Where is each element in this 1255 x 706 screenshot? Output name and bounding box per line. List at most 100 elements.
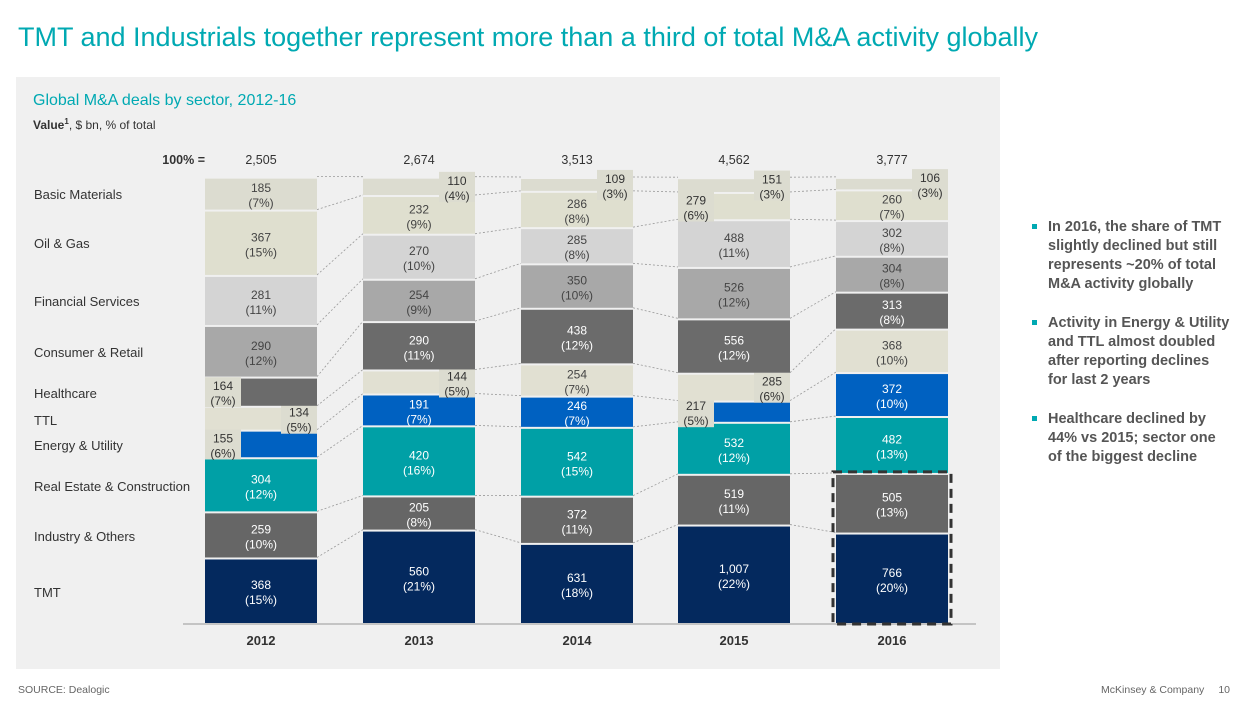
bar-percent-label: (15%)	[245, 245, 277, 259]
bar-percent-label: (7%)	[564, 414, 589, 428]
connector-line	[632, 307, 679, 319]
connector-line	[632, 218, 679, 228]
bar-value-label: 191	[409, 397, 429, 411]
connector-line	[474, 190, 522, 196]
bar-value-label: 254	[409, 288, 429, 302]
bar-percent-label: (11%)	[718, 246, 749, 260]
bar-percent-label: (16%)	[403, 463, 435, 477]
bar-value-label: 144	[447, 369, 467, 383]
bar-percent-label: (3%)	[759, 188, 784, 202]
label-badge	[754, 170, 790, 201]
connector-line	[316, 320, 364, 377]
bar-percent-label: (21%)	[403, 579, 435, 593]
bar-percent-label: (8%)	[406, 516, 431, 530]
total-label: 100% =	[162, 153, 205, 167]
bar-percent-label: (20%)	[876, 581, 908, 595]
key-findings-list: In 2016, the share of TMT slightly decli…	[1032, 218, 1232, 487]
bar-value-label: 1,007	[719, 562, 749, 576]
bar-percent-label: (5%)	[444, 384, 469, 398]
bar-value-label: 270	[409, 244, 429, 258]
bar-percent-label: (10%)	[876, 397, 908, 411]
bar-percent-label: (15%)	[245, 593, 277, 607]
legend-tmt: TMT	[34, 585, 61, 600]
bar-value-label: 438	[567, 324, 587, 338]
chart-title: Global M&A deals by sector, 2012-16	[33, 92, 297, 109]
bar-segment-energy-utility	[836, 374, 948, 417]
bar-percent-label: (5%)	[683, 414, 708, 428]
connector-line	[789, 291, 837, 319]
bar-value-label: 290	[251, 339, 271, 353]
bar-value-label: 290	[409, 333, 429, 347]
bar-value-label: 254	[567, 367, 587, 381]
bar-value-label: 482	[882, 432, 902, 446]
bar-percent-label: (4%)	[444, 189, 469, 203]
label-badge	[678, 191, 714, 222]
bar-segment-financial-services	[836, 222, 948, 256]
bar-percent-label: (8%)	[879, 313, 904, 327]
connector-line	[316, 194, 364, 210]
connector-line	[632, 362, 679, 374]
bar-value-label: 556	[724, 334, 744, 348]
bar-percent-label: (7%)	[879, 208, 904, 222]
connector-line	[474, 307, 522, 322]
bar-total-label: 4,562	[718, 153, 749, 167]
bar-percent-label: (3%)	[917, 186, 942, 200]
bar-value-label: 368	[882, 338, 902, 352]
bar-value-label: 164	[213, 379, 233, 393]
bullet-item: Healthcare declined by 44% vs 2015; sect…	[1032, 410, 1232, 467]
bar-segment-industry-others	[836, 474, 948, 533]
connector-line	[474, 529, 522, 544]
connector-line	[474, 393, 522, 397]
page-number: 10	[1218, 684, 1230, 696]
connector-line	[789, 218, 837, 221]
bar-total-label: 3,777	[876, 153, 907, 167]
connector-line	[316, 393, 364, 430]
legend-financial-services: Financial Services	[34, 294, 140, 309]
connector-line	[316, 278, 364, 326]
connector-line	[316, 369, 364, 407]
bar-segment-financial-services	[363, 235, 475, 279]
legend-healthcare: Healthcare	[34, 386, 97, 401]
bar-value-label: 285	[762, 375, 782, 389]
bar-value-label: 766	[882, 566, 902, 580]
bar-percent-label: (12%)	[245, 354, 277, 368]
bar-total-label: 3,513	[561, 153, 592, 167]
bar-percent-label: (13%)	[876, 447, 908, 461]
bar-segment-consumer-retail	[678, 268, 790, 319]
bar-value-label: 505	[882, 491, 902, 505]
bar-percent-label: (8%)	[564, 212, 589, 226]
bar-percent-label: (7%)	[210, 394, 235, 408]
bullet-item: Activity in Energy & Utility and TTL alm…	[1032, 314, 1232, 390]
bar-value-label: 151	[762, 173, 782, 187]
bar-segment-real-estate-construction	[521, 428, 633, 496]
connector-line	[474, 424, 522, 428]
bar-value-label: 526	[724, 281, 744, 295]
bar-value-label: 372	[882, 382, 902, 396]
bar-percent-label: (12%)	[718, 349, 750, 363]
chart-panel: Global M&A deals by sector, 2012-16 Valu…	[16, 77, 1000, 669]
bar-segment-ttl	[521, 365, 633, 396]
bar-segment-consumer-retail	[205, 326, 317, 377]
legend-ttl: TTL	[34, 413, 57, 428]
label-badge	[281, 403, 317, 434]
bar-segment-consumer-retail	[836, 257, 948, 292]
chart-subtitle: Value1, $ bn, % of total	[33, 117, 156, 132]
connector-line	[632, 524, 679, 544]
bar-segment-tmt	[678, 526, 790, 623]
connector-line	[632, 395, 679, 401]
connector-line	[316, 425, 364, 458]
x-tick-label: 2014	[563, 633, 593, 648]
connector-line	[789, 472, 837, 475]
bar-value-label: 259	[251, 522, 271, 536]
bar-value-label: 246	[567, 399, 587, 413]
label-badge	[205, 429, 241, 460]
bar-value-label: 368	[251, 578, 271, 592]
bar-segment-healthcare	[521, 309, 633, 364]
legend-real-estate-construction: Real Estate & Construction	[34, 479, 190, 494]
connector-line	[474, 262, 522, 280]
bar-percent-label: (13%)	[876, 506, 908, 520]
bar-segment-healthcare	[836, 293, 948, 329]
bar-value-label: 631	[567, 571, 587, 585]
bar-value-label: 217	[686, 399, 706, 413]
label-badge	[754, 372, 790, 403]
